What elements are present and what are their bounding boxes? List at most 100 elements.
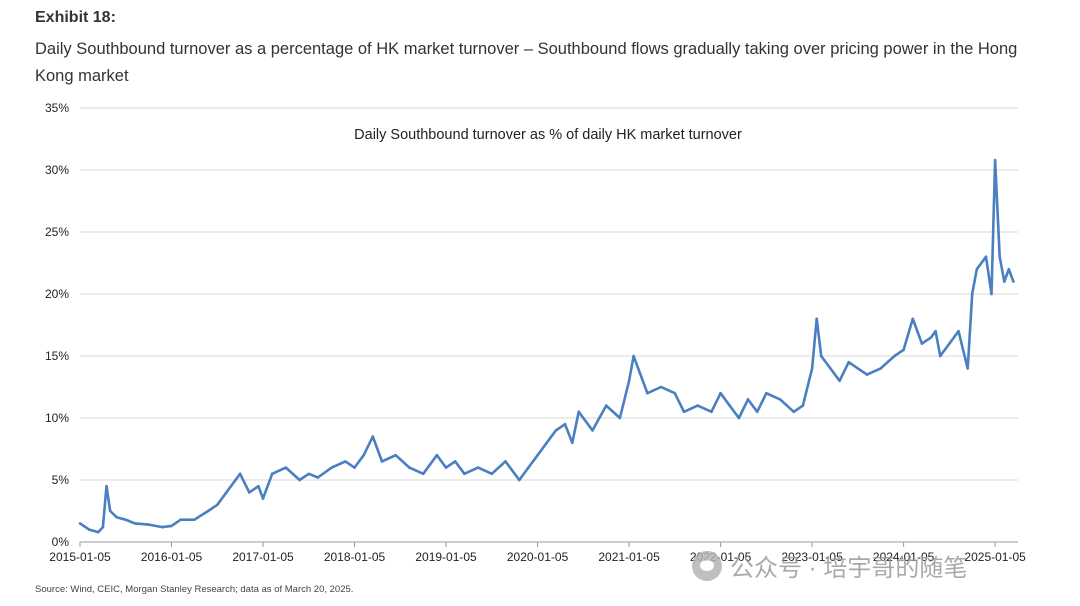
data-point bbox=[87, 528, 91, 531]
data-point bbox=[618, 416, 622, 420]
data-point bbox=[444, 466, 448, 469]
data-point bbox=[371, 435, 375, 438]
data-point bbox=[710, 410, 713, 414]
data-point bbox=[504, 460, 507, 463]
data-point bbox=[193, 518, 196, 521]
data-point bbox=[970, 292, 974, 296]
data-point bbox=[998, 255, 1001, 259]
y-axis-ticks: 0% 5% 10% 15% 20% 25% 30% 35% bbox=[45, 101, 69, 549]
data-point bbox=[746, 398, 750, 401]
x-tick-label: 2023-01-05 bbox=[781, 550, 843, 564]
data-point bbox=[394, 453, 398, 457]
line-chart: 0% 5% 10% 15% 20% 25% 30% 35% 2015-01-05 2016-01… bbox=[45, 101, 1026, 564]
data-point bbox=[161, 525, 164, 529]
data-point bbox=[421, 472, 425, 476]
data-point bbox=[257, 484, 260, 488]
data-point bbox=[984, 255, 988, 259]
x-tick-label: 2017-01-05 bbox=[232, 550, 294, 564]
data-point bbox=[115, 515, 118, 519]
data-point bbox=[1002, 280, 1006, 283]
x-tick-label: 2019-01-05 bbox=[415, 550, 477, 564]
grid-lines bbox=[80, 107, 1018, 481]
data-point bbox=[957, 329, 960, 333]
x-tick-label: 2015-01-05 bbox=[49, 550, 111, 564]
data-point bbox=[307, 472, 311, 476]
data-point bbox=[517, 478, 521, 482]
data-point bbox=[778, 398, 782, 401]
y-tick-label: 0% bbox=[52, 535, 70, 549]
watermark-text: 公众号 · 培宇哥的随笔 bbox=[730, 555, 968, 582]
data-point bbox=[554, 429, 558, 432]
data-point bbox=[408, 466, 411, 469]
data-point bbox=[975, 267, 979, 271]
data-point bbox=[108, 509, 112, 513]
x-tick-label: 2016-01-05 bbox=[141, 550, 203, 564]
data-point bbox=[948, 342, 951, 345]
data-point bbox=[893, 354, 896, 358]
data-point bbox=[563, 422, 567, 426]
data-point bbox=[247, 491, 251, 494]
y-tick-label: 10% bbox=[45, 411, 69, 425]
y-tick-label: 25% bbox=[45, 225, 69, 239]
y-tick-label: 30% bbox=[45, 163, 69, 177]
data-point bbox=[571, 441, 574, 445]
chart-title: Daily Southbound turnover as % of daily … bbox=[354, 127, 742, 143]
data-point bbox=[101, 525, 105, 529]
data-point bbox=[929, 336, 933, 339]
data-point bbox=[453, 460, 457, 463]
data-point bbox=[819, 354, 823, 358]
data-point bbox=[330, 466, 333, 469]
data-point bbox=[696, 404, 700, 407]
data-point bbox=[815, 317, 818, 321]
data-point bbox=[261, 497, 265, 500]
data-point bbox=[316, 476, 320, 479]
data-point bbox=[1007, 267, 1011, 271]
data-point bbox=[682, 410, 686, 414]
data-point bbox=[911, 317, 915, 321]
data-point bbox=[966, 367, 969, 370]
data-point bbox=[856, 367, 860, 370]
data-point bbox=[225, 491, 228, 494]
data-point bbox=[673, 391, 677, 395]
source-note: Source: Wind, CEIC, Morgan Stanley Resea… bbox=[35, 584, 354, 595]
y-tick-label: 15% bbox=[45, 349, 69, 363]
data-point bbox=[105, 484, 108, 488]
data-points bbox=[78, 158, 1015, 534]
data-point bbox=[829, 367, 832, 370]
data-point bbox=[646, 391, 649, 395]
data-point bbox=[792, 410, 796, 414]
x-tick-label: 2020-01-05 bbox=[507, 550, 569, 564]
y-tick-label: 5% bbox=[52, 473, 70, 487]
data-point bbox=[362, 453, 365, 457]
data-point bbox=[284, 466, 288, 469]
data-point bbox=[838, 379, 841, 383]
data-point bbox=[97, 530, 100, 534]
y-tick-label: 20% bbox=[45, 287, 69, 301]
data-point bbox=[737, 416, 741, 420]
data-point bbox=[719, 391, 722, 395]
chart-subtitle: Daily Southbound turnover as a percentag… bbox=[35, 40, 1018, 85]
data-point bbox=[993, 158, 997, 162]
x-tick-label: 2024-01-05 bbox=[873, 550, 935, 564]
data-point bbox=[765, 391, 768, 395]
data-point bbox=[545, 441, 549, 445]
data-point bbox=[133, 522, 137, 525]
data-point bbox=[215, 503, 219, 507]
data-point bbox=[990, 292, 993, 296]
data-point bbox=[604, 404, 608, 407]
data-point bbox=[490, 472, 494, 476]
y-tick-label: 35% bbox=[45, 101, 69, 115]
data-point bbox=[801, 404, 805, 407]
data-point bbox=[476, 466, 480, 469]
data-point bbox=[78, 522, 82, 525]
data-point bbox=[380, 460, 384, 463]
data-point bbox=[659, 385, 663, 389]
data-point bbox=[435, 453, 439, 457]
series-line bbox=[79, 158, 1015, 534]
data-point bbox=[920, 342, 924, 345]
data-point bbox=[847, 360, 851, 364]
data-point bbox=[902, 348, 905, 352]
data-point bbox=[879, 367, 883, 370]
wechat-icon bbox=[692, 550, 722, 581]
data-point bbox=[527, 466, 530, 469]
